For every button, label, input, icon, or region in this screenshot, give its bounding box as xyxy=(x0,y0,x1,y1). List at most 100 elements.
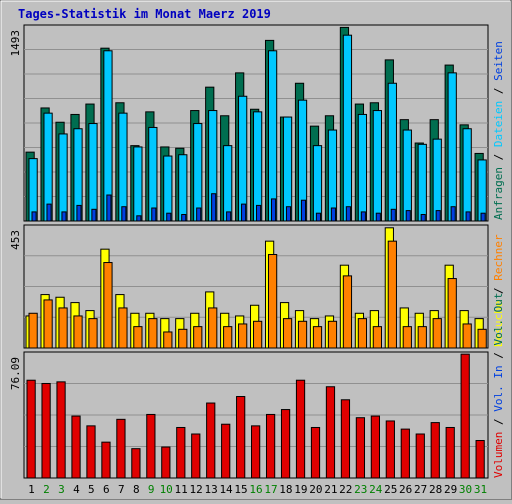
bar-seiten-15 xyxy=(241,203,247,222)
bar-volumen-27 xyxy=(415,433,425,479)
x-label-16: 16 xyxy=(249,483,262,496)
bar-dateien-30 xyxy=(462,128,472,222)
bar-volumen-5 xyxy=(86,425,96,479)
bar-seiten-16 xyxy=(256,204,262,222)
bar-rechner-19 xyxy=(297,320,308,349)
bar-dateien-31 xyxy=(477,159,487,222)
bar-seiten-6 xyxy=(106,194,112,222)
x-label-15: 15 xyxy=(234,483,247,496)
bar-volumen-14 xyxy=(221,423,231,479)
bar-volumen-15 xyxy=(236,396,246,479)
bar-seiten-13 xyxy=(211,193,217,222)
bar-seiten-25 xyxy=(390,208,396,222)
legend-item-anfragen: Anfragen xyxy=(492,167,505,220)
bar-dateien-17 xyxy=(267,50,278,222)
bar-rechner-6 xyxy=(103,262,113,349)
bar-volumen-19 xyxy=(295,379,306,479)
bar-dateien-8 xyxy=(133,146,143,222)
bar-dateien-9 xyxy=(148,126,158,222)
x-label-2: 2 xyxy=(43,483,50,496)
bar-volumen-3 xyxy=(56,381,66,479)
bar-seiten-20 xyxy=(315,212,322,222)
bar-volumen-1 xyxy=(26,379,36,479)
bar-dateien-23 xyxy=(357,113,368,222)
bar-volumen-21 xyxy=(325,386,336,479)
bar-volumen-7 xyxy=(116,418,126,479)
legend-separator: / xyxy=(492,412,505,432)
bar-dateien-24 xyxy=(372,110,382,222)
bar-seiten-26 xyxy=(405,210,411,222)
bar-seiten-8 xyxy=(136,215,142,222)
legend-item-dateien: Dateien xyxy=(492,101,505,147)
bar-rechner-22 xyxy=(342,275,353,349)
bar-dateien-29 xyxy=(447,72,457,222)
x-label-26: 26 xyxy=(399,483,412,496)
bar-rechner-3 xyxy=(58,307,68,349)
bar-dateien-14 xyxy=(223,145,233,222)
bar-volumen-4 xyxy=(71,415,81,479)
legend: Anfragen / Dateien / Seiten Besuche / Rec… xyxy=(492,41,505,478)
bar-dateien-28 xyxy=(432,138,442,222)
chart-panel-2: 453 xyxy=(9,224,489,349)
x-label-20: 20 xyxy=(309,483,322,496)
bar-seiten-27 xyxy=(420,214,426,222)
x-axis-labels: 1 2 3 4 5 6 7 8 9 10 11 12 13 14 15 16 17 18 19 20 21 22 23 24 2… xyxy=(28,483,487,496)
bar-seiten-12 xyxy=(196,207,202,222)
bar-rechner-20 xyxy=(312,326,323,349)
bar-seiten-5 xyxy=(91,208,97,222)
bar-volumen-22 xyxy=(340,399,351,479)
bar-rechner-2 xyxy=(43,299,53,349)
x-label-9: 9 xyxy=(148,483,155,496)
bar-dateien-12 xyxy=(193,123,203,222)
x-label-29: 29 xyxy=(444,483,457,496)
bar-seiten-9 xyxy=(151,207,157,222)
legend-separator: / xyxy=(492,147,505,167)
bar-rechner-5 xyxy=(88,318,98,349)
bar-rechner-30 xyxy=(462,323,472,349)
bar-rechner-10 xyxy=(163,331,173,349)
bar-volumen-8 xyxy=(131,448,141,479)
bar-rechner-29 xyxy=(447,278,457,349)
bar-dateien-20 xyxy=(312,145,323,222)
legend-item-besuche: Besuche xyxy=(492,301,505,347)
legend-item-rechner: Rechner xyxy=(492,234,505,281)
x-label-17: 17 xyxy=(264,483,277,496)
bar-seiten-30 xyxy=(465,211,471,222)
bar-rechner-12 xyxy=(193,326,203,349)
bar-dateien-18 xyxy=(282,116,293,222)
bar-volumen-29 xyxy=(445,426,455,479)
bar-dateien-25 xyxy=(387,82,397,222)
bar-seiten-22 xyxy=(345,206,351,222)
x-label-13: 13 xyxy=(204,483,217,496)
bar-volumen-28 xyxy=(430,422,440,479)
bar-volumen-24 xyxy=(370,415,380,479)
x-label-24: 24 xyxy=(369,483,383,496)
x-label-7: 7 xyxy=(118,483,125,496)
bar-volumen-11 xyxy=(176,426,186,479)
bar-seiten-31 xyxy=(480,212,486,222)
legend-item-volumen: Volumen xyxy=(492,432,505,478)
y-axis-max-label: 453 xyxy=(9,230,22,250)
bar-seiten-11 xyxy=(181,214,187,222)
bar-rechner-11 xyxy=(178,328,188,349)
x-label-4: 4 xyxy=(73,483,80,496)
bar-volumen-30 xyxy=(460,353,470,479)
bar-rechner-23 xyxy=(357,318,368,349)
legend-item-vol-in: Vol. In xyxy=(492,365,505,411)
bar-rechner-18 xyxy=(282,318,293,349)
bar-rechner-1 xyxy=(28,312,38,349)
legend-separator: / xyxy=(492,281,505,301)
bar-seiten-23 xyxy=(360,211,366,222)
legend-panel-1: Anfragen / Dateien / Seiten xyxy=(492,41,505,220)
x-label-25: 25 xyxy=(384,483,397,496)
bar-rechner-16 xyxy=(253,320,263,349)
bar-dateien-10 xyxy=(163,155,173,222)
bar-rechner-28 xyxy=(432,318,442,349)
legend-panel-2: Besuche / Rechner xyxy=(492,234,505,347)
bar-seiten-18 xyxy=(285,206,292,222)
x-label-11: 11 xyxy=(175,483,188,496)
legend-item-vol-out: Vol. Out xyxy=(492,293,505,346)
bar-volumen-26 xyxy=(400,428,410,479)
x-label-19: 19 xyxy=(294,483,307,496)
